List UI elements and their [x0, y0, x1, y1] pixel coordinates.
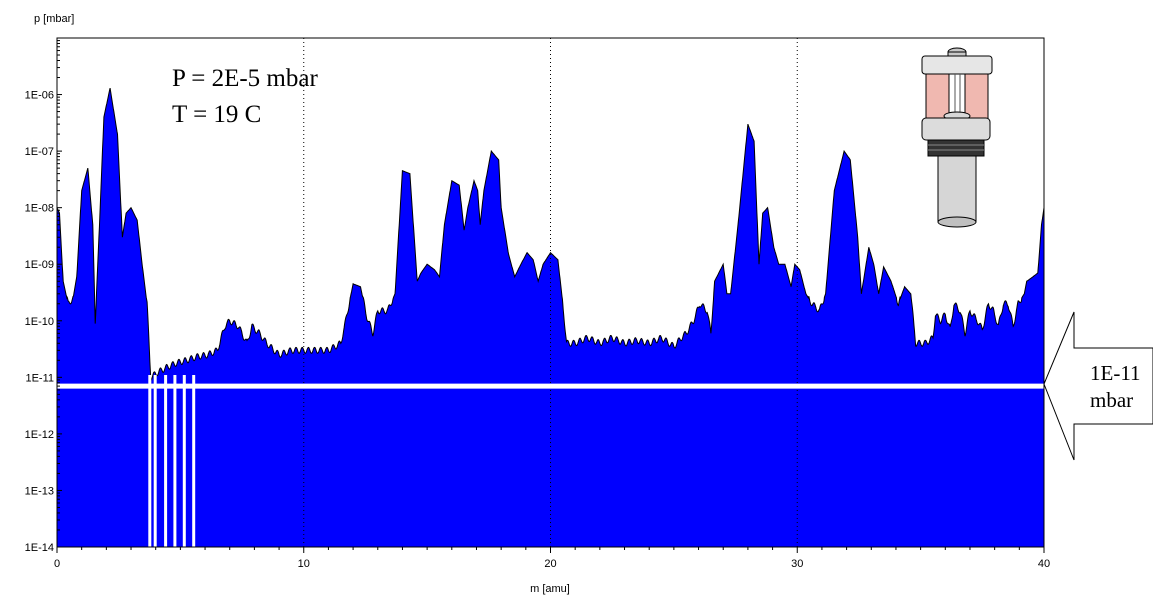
y-tick-label: 1E-09 [25, 259, 54, 271]
vertical-gridlines [303, 38, 798, 547]
vacuum-gauge-icon [921, 47, 993, 228]
y-tick-label: 1E-06 [25, 90, 54, 102]
dropout-gap [148, 375, 152, 547]
dropout-gap [173, 375, 177, 547]
y-tick-label: 1E-12 [25, 429, 54, 441]
callout-arrow [1043, 311, 1153, 461]
dropout-gap [153, 375, 157, 547]
pressure-annotation: P = 2E-5 mbar [172, 65, 318, 92]
y-tick-label: 1E-10 [25, 316, 54, 328]
dropout-gap [182, 375, 186, 547]
x-tick-label: 40 [1038, 558, 1050, 570]
x-axis-ticks: 0 10 20 30 40 [54, 547, 1050, 570]
y-axis-title: p [mbar] [34, 13, 74, 25]
dropout-gaps [148, 375, 196, 547]
x-tick-label: 10 [298, 558, 310, 570]
callout-value: 1E-11 [1090, 361, 1141, 385]
y-tick-label: 1E-07 [25, 146, 54, 158]
y-tick-label: 1E-11 [25, 372, 54, 384]
spectrum-outline [56, 87, 1045, 381]
x-tick-label: 20 [544, 558, 556, 570]
y-axis-ticks: 1E-06 1E-07 1E-08 1E-09 1E-10 1E-11 1E-12 1E-13… [25, 40, 62, 554]
y-tick-label: 1E-13 [25, 485, 54, 497]
x-tick-label: 30 [791, 558, 803, 570]
x-axis-title: m [amu] [530, 583, 570, 595]
dropout-gap [192, 375, 196, 547]
dropout-gap [164, 375, 168, 547]
temperature-annotation: T = 19 C [172, 101, 261, 128]
y-tick-label: 1E-14 [25, 542, 54, 554]
y-tick-label: 1E-08 [25, 203, 54, 215]
spectrum-area [57, 88, 1044, 547]
callout-unit: mbar [1090, 388, 1133, 412]
x-tick-label: 0 [54, 558, 60, 570]
